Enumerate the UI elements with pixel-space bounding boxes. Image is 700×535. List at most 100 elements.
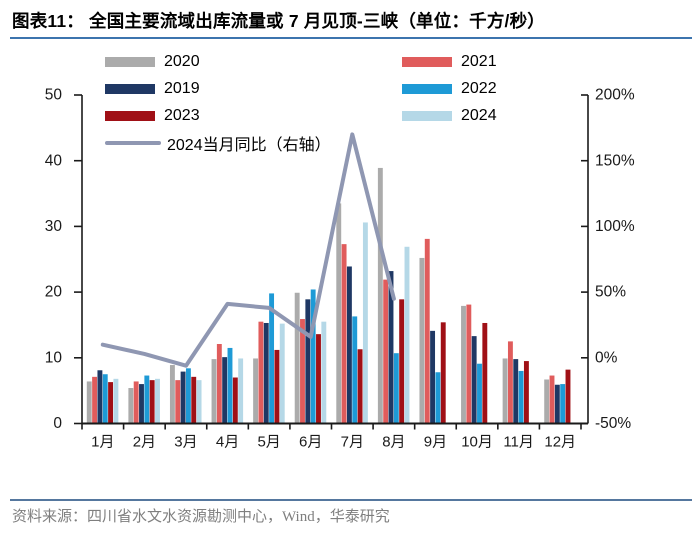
bar-2019-m10 [471,336,477,424]
bar-2019-m5 [263,322,269,424]
bar-2022-m4 [227,347,233,424]
bar-2024-m3 [196,380,202,424]
bar-2022-m10 [477,363,482,424]
legend-color-swatch [105,111,155,121]
bar-2022-m9 [435,372,441,424]
bar-2023-m12 [565,369,571,424]
y2-tick-label: 0% [595,349,618,366]
bar-2021-m9 [424,238,430,424]
bar-2020-m9 [419,257,425,424]
x-tick-label: 8月 [382,434,405,451]
bar-2023-m9 [440,322,446,424]
y-tick-label: 50 [45,87,63,104]
bar-2019-m4 [222,357,228,424]
bar-2021-m6 [300,319,305,424]
x-tick-label: 4月 [216,434,239,451]
figure-title: 图表11： 全国主要流域出库流量或 7 月见顶-三峡（单位：千方/秒） [12,11,546,31]
bar-2023-m4 [232,377,238,424]
title-underline [10,37,692,39]
y-tick-label: 20 [45,284,63,301]
bar-2020-m10 [461,305,466,424]
y2-tick-label: 150% [595,152,635,169]
bar-2019-m3 [180,371,186,424]
x-tick-label: 3月 [174,434,197,451]
bar-2023-m1 [108,382,114,424]
bar-2019-m7 [346,266,352,424]
legend-label: 2020 [164,53,200,70]
footer-divider [10,499,692,501]
legend-color-swatch [402,57,452,67]
y-tick-label: 0 [53,415,62,432]
bar-2024-m1 [113,378,119,424]
x-tick-label: 1月 [91,434,114,451]
legend-item-y2024: 2024 [402,107,497,125]
legend-label: 2019 [164,80,200,97]
bar-2019-m6 [305,299,311,424]
bar-2023-m7 [357,349,363,424]
x-tick-label: 11月 [503,434,534,451]
yoy-line [100,132,396,368]
bar-2022-m8 [393,353,399,424]
bar-2023-m2 [149,380,155,424]
legend-color-swatch [105,84,155,94]
y2-tick-label: 50% [595,284,626,301]
bar-2021-m4 [216,344,222,424]
bar-2020-m8 [377,167,383,424]
bar-2022-m7 [352,316,358,424]
bar-2024-m6 [321,321,327,424]
bar-2022-m3 [185,368,191,424]
bar-2024-m8 [404,246,410,424]
bar-2022-m12 [560,384,566,424]
bar-2023-m5 [274,349,280,424]
x-tick-label: 10月 [461,434,493,451]
bar-2023-m10 [482,322,488,424]
bar-2020-m7 [336,203,342,424]
bar-2022-m2 [144,375,150,424]
bar-2023-m8 [399,299,405,424]
bar-2022-m11 [518,370,524,424]
x-tick-label: 2月 [133,434,156,451]
bar-2020-m2 [128,388,134,424]
bar-2024-m2 [155,378,160,424]
bar-2022-m6 [310,289,316,424]
bar-2023-m6 [316,334,321,424]
bar-2021-m10 [466,304,472,424]
y-tick-label: 10 [45,349,63,366]
bar-2019-m2 [139,384,144,424]
bar-2021-m7 [341,244,347,424]
y-tick-label: 30 [45,218,63,235]
bar-2020-m6 [294,292,300,424]
bar-2019-m9 [430,330,436,424]
bar-2021-m2 [133,381,139,424]
chart-legend: 2020 2021 2019 2022 2023 2024 2024当月同比（右轴） [0,0,700,160]
x-tick-label: 9月 [424,434,447,451]
legend-item-yoy: 2024当月同比（右轴） [105,134,331,154]
legend-label: 2024 [461,107,497,124]
legend-item-y2022: 2022 [402,80,497,98]
bar-2019-m12 [554,384,560,424]
x-tick-label: 6月 [299,434,322,451]
bar-2020-m4 [211,359,217,424]
bar-2020-m12 [544,379,550,424]
legend-color-swatch [402,111,452,121]
legend-line-swatch [105,141,161,145]
bar-2021-m12 [549,375,555,424]
y-tick-label: 40 [45,152,63,169]
bar-2019-m8 [388,271,394,424]
legend-label: 2023 [164,107,200,124]
legend-color-swatch [402,84,452,94]
legend-label: 2024当月同比（右轴） [167,137,331,154]
bar-2021-m5 [258,321,264,424]
bar-2020-m3 [169,365,175,424]
legend-color-swatch [105,57,155,67]
y2-tick-label: 100% [595,218,635,235]
y2-tick-label: -50% [595,415,631,432]
bar-2021-m8 [383,279,389,424]
x-tick-label: 12月 [544,434,576,451]
y2-tick-label: 200% [595,87,635,104]
legend-item-y2021: 2021 [402,53,497,71]
bar-2019-m1 [97,370,103,424]
chart-canvas: 0 10 20 30 40 50 -50% 0% 50% 100% 150% 200% 1月 2月 3月 4月… [45,87,635,451]
x-tick-label: 7月 [341,434,364,451]
